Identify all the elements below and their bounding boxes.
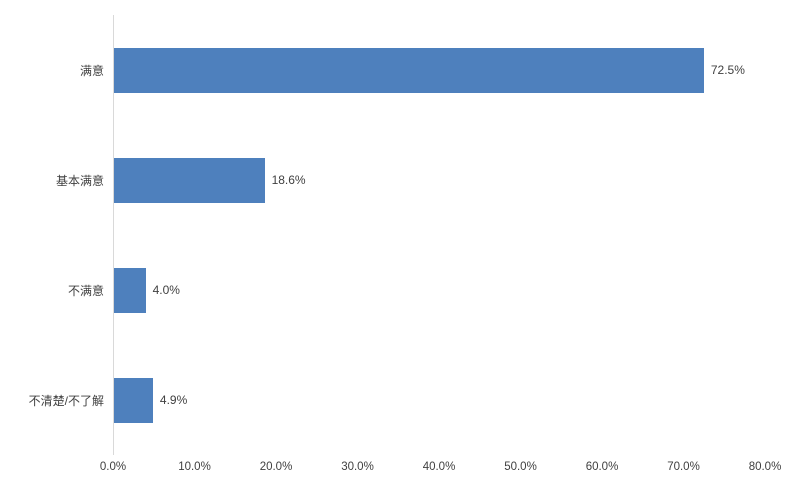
category-label: 基本满意 (55, 173, 104, 188)
x-tick-label: 50.0% (504, 461, 537, 473)
bar (113, 267, 146, 313)
category-label: 不清楚/不了解 (28, 393, 104, 408)
x-tick-label: 30.0% (341, 461, 374, 473)
bar-row: 基本满意 18.6% (0, 125, 765, 235)
x-tick-label: 80.0% (748, 461, 782, 473)
bar (113, 47, 704, 93)
bar-track: 18.6% (113, 125, 765, 235)
plot-area: 满意 72.5% 基本满意 18.6% 不满意 4.0% 不清楚/不了解 4.9% (0, 15, 765, 455)
x-tick-label: 0.0% (99, 461, 127, 473)
bar-track: 72.5% (113, 15, 765, 125)
bar (113, 377, 153, 423)
x-tick-label: 10.0% (178, 461, 211, 473)
bar-row: 满意 72.5% (0, 15, 765, 125)
x-tick-label: 20.0% (259, 461, 293, 473)
data-label: 72.5% (710, 63, 745, 77)
data-label: 4.0% (152, 283, 180, 297)
category-axis-line (113, 15, 114, 455)
category-label: 满意 (79, 63, 104, 78)
bar-row: 不清楚/不了解 4.9% (0, 345, 765, 455)
category-label: 不满意 (67, 283, 104, 298)
x-tick-label: 60.0% (585, 461, 619, 473)
x-tick-label: 70.0% (667, 461, 700, 473)
bar-track: 4.0% (113, 235, 765, 345)
data-label: 18.6% (271, 173, 306, 187)
bar-row: 不满意 4.0% (0, 235, 765, 345)
x-axis-tick-labels: 0.0% 10.0% 20.0% 30.0% 40.0% 50.0% 60.0% 70.0% 8… (100, 461, 781, 477)
bar (113, 157, 265, 203)
x-tick-label: 40.0% (422, 461, 456, 473)
bar-track: 4.9% (113, 345, 765, 455)
data-label: 4.9% (159, 393, 188, 407)
